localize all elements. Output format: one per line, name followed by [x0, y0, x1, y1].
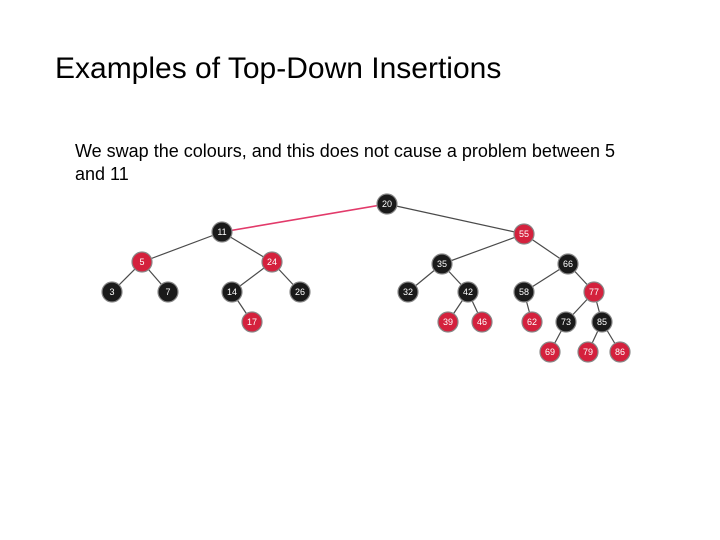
tree-node: 85 — [592, 312, 612, 332]
tree-node: 11 — [212, 222, 232, 242]
tree-node-label: 42 — [463, 287, 473, 297]
tree-node: 55 — [514, 224, 534, 244]
tree-edge — [387, 204, 524, 234]
tree-node-label: 39 — [443, 317, 453, 327]
tree-node-label: 46 — [477, 317, 487, 327]
tree-node-label: 77 — [589, 287, 599, 297]
tree-node: 46 — [472, 312, 492, 332]
tree-node-label: 14 — [227, 287, 237, 297]
tree-node: 62 — [522, 312, 542, 332]
tree-svg: 2011555243566371426324258771739466273856… — [72, 190, 652, 410]
tree-node-label: 5 — [139, 257, 144, 267]
tree-node: 7 — [158, 282, 178, 302]
tree-edge — [222, 204, 387, 232]
tree-node-label: 79 — [583, 347, 593, 357]
slide-body-text: We swap the colours, and this does not c… — [75, 140, 635, 187]
tree-node: 79 — [578, 342, 598, 362]
tree-node: 5 — [132, 252, 152, 272]
tree-node: 66 — [558, 254, 578, 274]
slide-title: Examples of Top-Down Insertions — [55, 52, 501, 86]
tree-edge — [142, 232, 222, 262]
tree-node-label: 17 — [247, 317, 257, 327]
tree-node-label: 11 — [217, 227, 226, 237]
tree-node: 32 — [398, 282, 418, 302]
tree-node-label: 55 — [519, 229, 529, 239]
tree-node-label: 20 — [382, 199, 392, 209]
tree-node: 17 — [242, 312, 262, 332]
tree-node-label: 3 — [109, 287, 114, 297]
tree-node-label: 24 — [267, 257, 277, 267]
tree-edge — [442, 234, 524, 264]
tree-node-label: 66 — [563, 259, 573, 269]
tree-node: 73 — [556, 312, 576, 332]
tree-node: 26 — [290, 282, 310, 302]
tree-node: 39 — [438, 312, 458, 332]
rb-tree-diagram: 2011555243566371426324258771739466273856… — [72, 190, 652, 410]
tree-node: 35 — [432, 254, 452, 274]
tree-node-label: 35 — [437, 259, 447, 269]
tree-node-label: 58 — [519, 287, 529, 297]
slide: Examples of Top-Down Insertions We swap … — [0, 0, 720, 540]
tree-node-label: 26 — [295, 287, 305, 297]
tree-node-label: 85 — [597, 317, 607, 327]
tree-node-label: 32 — [403, 287, 413, 297]
tree-node-label: 86 — [615, 347, 625, 357]
tree-node: 14 — [222, 282, 242, 302]
tree-node: 3 — [102, 282, 122, 302]
tree-node-label: 7 — [165, 287, 170, 297]
tree-node: 69 — [540, 342, 560, 362]
tree-node: 20 — [377, 194, 397, 214]
tree-node: 86 — [610, 342, 630, 362]
tree-node: 77 — [584, 282, 604, 302]
tree-node: 42 — [458, 282, 478, 302]
tree-node: 58 — [514, 282, 534, 302]
tree-node: 24 — [262, 252, 282, 272]
tree-node-label: 73 — [561, 317, 571, 327]
tree-node-label: 62 — [527, 317, 537, 327]
tree-node-label: 69 — [545, 347, 555, 357]
